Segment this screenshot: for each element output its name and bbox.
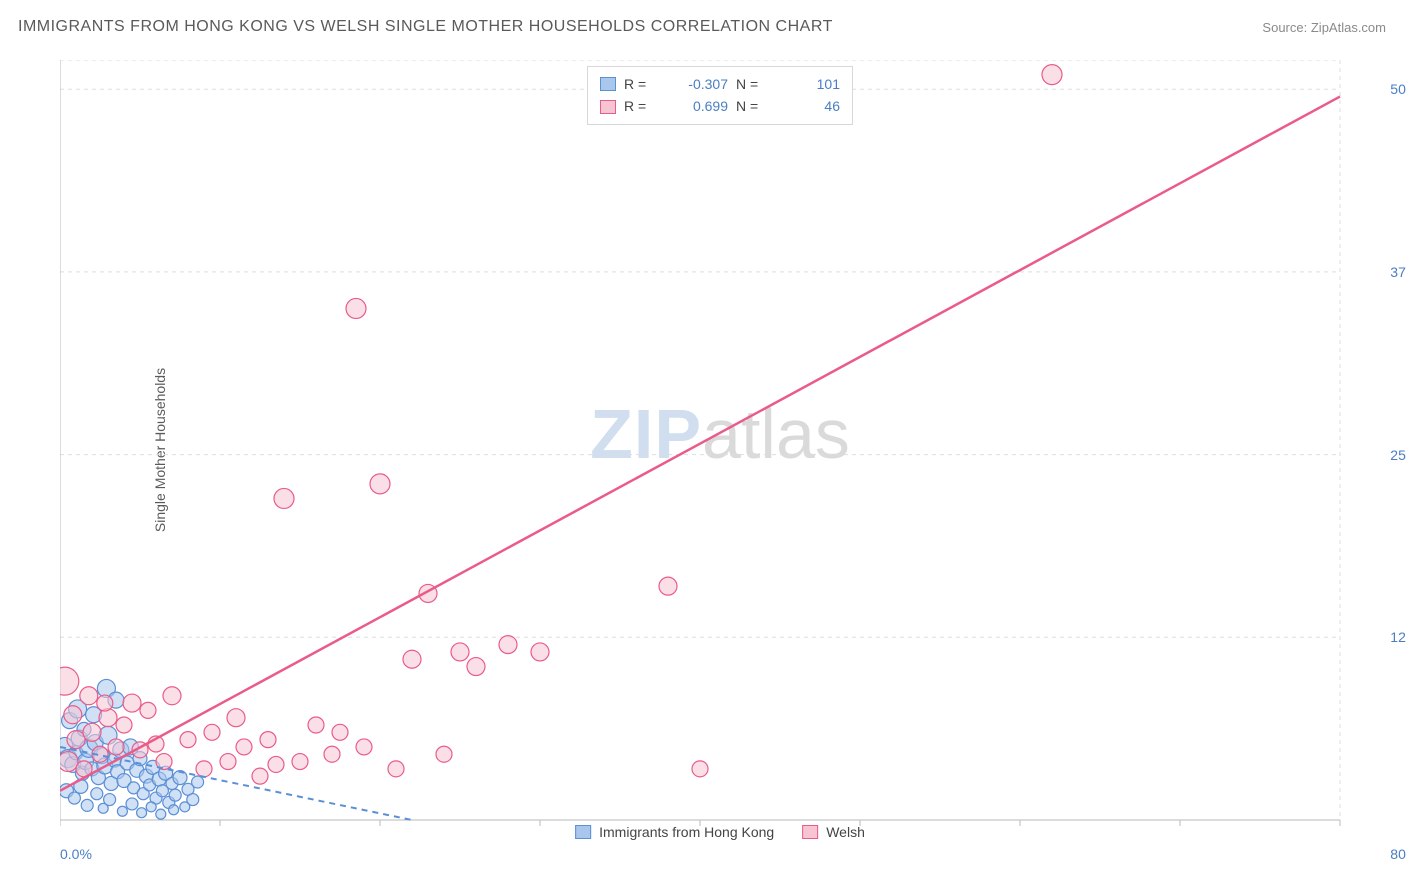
source-attribution: Source: ZipAtlas.com [1262, 20, 1386, 35]
legend-row-hk: R = -0.307 N = 101 [600, 73, 840, 95]
scatter-plot [60, 60, 1380, 840]
legend-swatch-icon [802, 825, 818, 839]
legend-label-welsh: Welsh [826, 824, 865, 840]
x-axis-min-label: 0.0% [60, 846, 92, 862]
source-name: ZipAtlas.com [1311, 20, 1386, 35]
legend-row-welsh: R = 0.699 N = 46 [600, 95, 840, 117]
legend-item-hk: Immigrants from Hong Kong [575, 824, 774, 840]
legend-swatch-hk [600, 77, 616, 91]
correlation-legend: R = -0.307 N = 101 R = 0.699 N = 46 [587, 66, 853, 125]
n-value-welsh: 46 [780, 95, 840, 117]
source-label: Source: [1262, 20, 1307, 35]
x-axis-max-label: 80.0% [1390, 846, 1406, 862]
legend-item-welsh: Welsh [802, 824, 865, 840]
y-axis-tick-label: 12.5% [1390, 629, 1406, 645]
r-value-welsh: 0.699 [668, 95, 728, 117]
n-value-hk: 101 [780, 73, 840, 95]
y-axis-tick-label: 25.0% [1390, 447, 1406, 463]
chart-title: IMMIGRANTS FROM HONG KONG VS WELSH SINGL… [18, 18, 833, 36]
y-axis-tick-label: 37.5% [1390, 264, 1406, 280]
y-axis-tick-label: 50.0% [1390, 81, 1406, 97]
r-label: R = [624, 95, 660, 117]
legend-label-hk: Immigrants from Hong Kong [599, 824, 774, 840]
r-value-hk: -0.307 [668, 73, 728, 95]
r-label: R = [624, 73, 660, 95]
n-label: N = [736, 73, 772, 95]
chart-area: Single Mother Households ZIPatlas R = -0… [60, 60, 1380, 840]
legend-swatch-icon [575, 825, 591, 839]
n-label: N = [736, 95, 772, 117]
legend-swatch-welsh [600, 100, 616, 114]
series-legend: Immigrants from Hong Kong Welsh [575, 824, 865, 840]
